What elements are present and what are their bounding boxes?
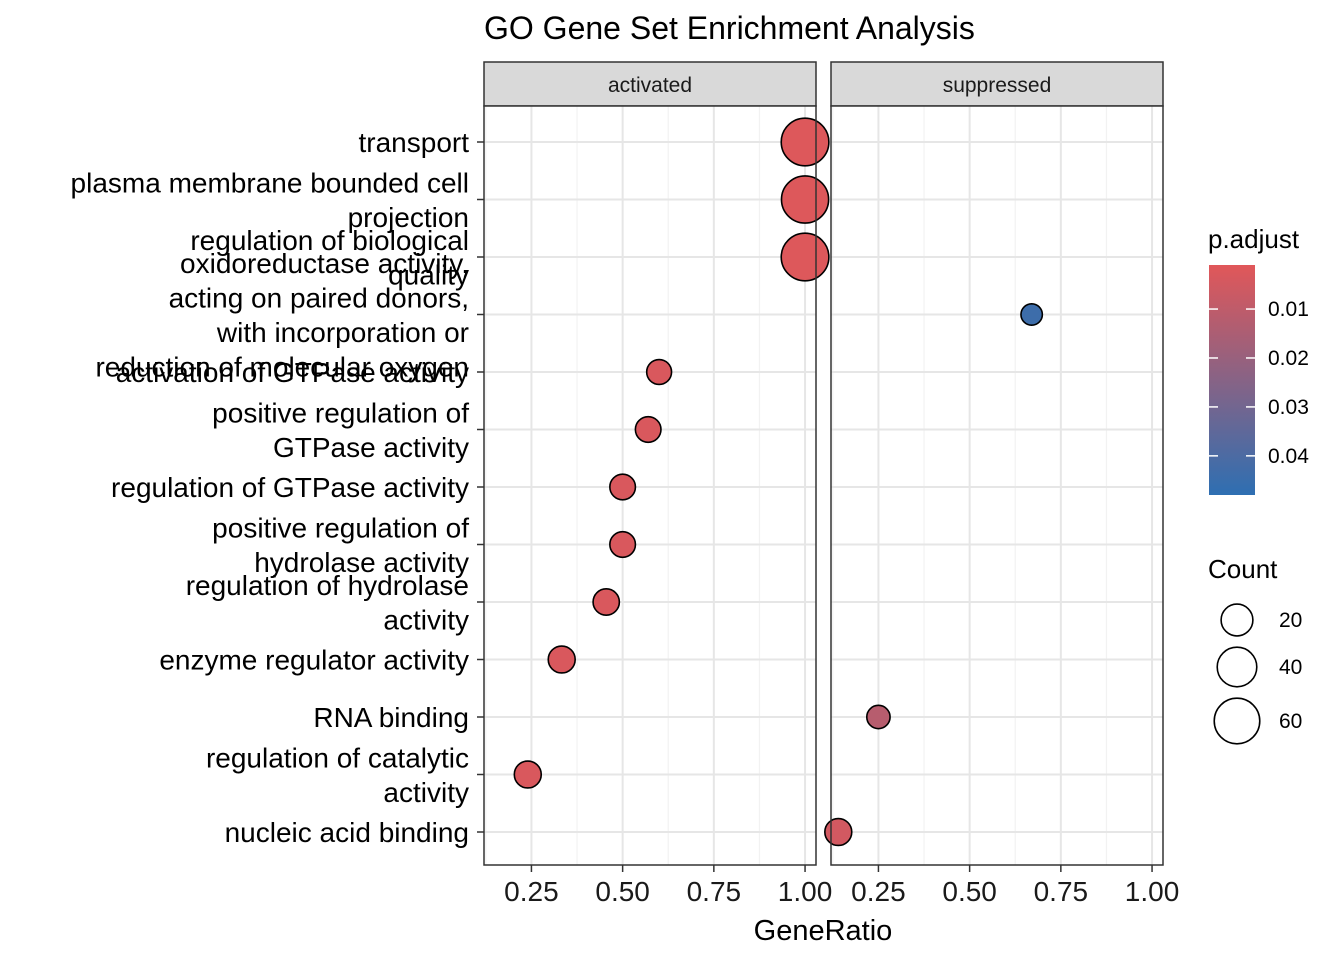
point-activated-regulation-of-catalytic-activity bbox=[513, 760, 543, 789]
count-legend-label: 40 bbox=[1279, 656, 1302, 679]
panel-activated bbox=[483, 105, 830, 866]
panel-background-activated bbox=[484, 106, 816, 865]
x-tick-label: 0.75 bbox=[687, 876, 742, 907]
y-tick-label-line: GTPase activity bbox=[273, 432, 469, 463]
y-tick-label-line: plasma membrane bounded cell bbox=[71, 167, 469, 198]
y-tick-label-line: nucleic acid binding bbox=[225, 817, 469, 848]
y-tick-label-plasma-membrane-bounded-cell-projection: plasma membrane bounded cell projection bbox=[71, 167, 469, 233]
point-activated-enzyme-regulator-activity bbox=[547, 645, 576, 674]
panel-background-suppressed bbox=[831, 106, 1163, 865]
y-tick-label-line: positive regulation of bbox=[212, 397, 469, 428]
x-tick-label: 0.25 bbox=[504, 876, 559, 907]
y-tick-label-line: acting on paired donors, bbox=[169, 282, 469, 313]
count-legend-label: 20 bbox=[1279, 609, 1302, 632]
legend-count: Count 20 40 60 bbox=[1208, 554, 1302, 745]
y-tick-label-line: reduction of molecular oxygen bbox=[95, 351, 469, 382]
panel-border-suppressed bbox=[830, 105, 1164, 866]
y-tick-label-line: activation of GTPase activity bbox=[116, 357, 469, 388]
point-activated-activation-of-gtpase-activity bbox=[645, 358, 673, 386]
y-tick-label-regulation-of-hydrolase-activity: regulation of hydrolase activity bbox=[186, 570, 469, 636]
y-axis: transport plasma membrane bounded cell pro… bbox=[71, 127, 484, 848]
y-tick-label-activation-of-gtpase-activity: activation of GTPase activity bbox=[116, 357, 469, 388]
y-tick-label-line: oxidoreductase activity, bbox=[180, 248, 469, 279]
y-tick-label-regulation-of-biological-quality: regulation of biological quality bbox=[190, 225, 469, 291]
y-tick-label-line: positive regulation of bbox=[212, 512, 469, 543]
y-tick-label-enzyme-regulator-activity: enzyme regulator activity bbox=[159, 645, 469, 676]
x-tick-label: 0.50 bbox=[942, 876, 997, 907]
x-axis-title: GeneRatio bbox=[754, 915, 893, 947]
y-tick-label-line: quality bbox=[388, 259, 469, 290]
y-tick-label-line: RNA binding bbox=[313, 702, 469, 733]
point-activated-transport bbox=[780, 117, 830, 167]
x-tick-label: 0.50 bbox=[595, 876, 650, 907]
y-tick-label-line: activity bbox=[383, 777, 469, 808]
y-tick-label-line: transport bbox=[359, 127, 470, 158]
point-activated-regulation-of-biological-quality bbox=[780, 232, 830, 282]
count-legend-key bbox=[1216, 646, 1258, 688]
facet-strip-activated bbox=[483, 61, 817, 107]
legend-count-title: Count bbox=[1208, 554, 1278, 584]
y-tick-label-line: hydrolase activity bbox=[254, 547, 469, 578]
y-tick-label-transport: transport bbox=[359, 127, 470, 158]
y-tick-label-line: projection bbox=[348, 202, 469, 233]
y-tick-label-line: with incorporation or bbox=[216, 317, 469, 348]
facet-strip-suppressed bbox=[830, 61, 1164, 107]
point-suppressed-oxidoreductase-activity-acting-on-paired-donors-with-incorporation-or-reduction-of-molecular-oxygen bbox=[1020, 302, 1044, 326]
point-suppressed-rna-binding bbox=[865, 704, 891, 730]
y-tick-label-line: enzyme regulator activity bbox=[159, 645, 469, 676]
y-tick-label-rna-binding: RNA binding bbox=[313, 702, 469, 733]
y-tick-label-line: regulation of biological bbox=[190, 225, 469, 256]
point-suppressed-nucleic-acid-binding bbox=[824, 817, 853, 847]
legend-padj: p.adjust 0.01 0.02 0.03 0.04 bbox=[1208, 224, 1309, 495]
x-axis: 0.25 0.50 0.75 1.00 0.25 0.50 0.75 1.00 bbox=[504, 865, 1179, 907]
y-tick-label-line: regulation of GTPase activity bbox=[111, 472, 469, 503]
point-activated-regulation-of-hydrolase-activity bbox=[592, 588, 621, 616]
padj-colorbar bbox=[1209, 265, 1255, 495]
x-tick-label: 1.00 bbox=[778, 876, 833, 907]
point-activated-regulation-of-gtpase-activity bbox=[609, 473, 637, 501]
y-tick-label-positive-regulation-of-gtpase-activity: positive regulation of GTPase activity bbox=[212, 397, 469, 463]
legend-padj-title: p.adjust bbox=[1208, 224, 1300, 254]
x-tick-label: 0.25 bbox=[851, 876, 906, 907]
y-tick-label-oxidoreductase-activity-acting-on-paired-donors-with-incorporation-or-reduction-of-molecular-oxygen: oxidoreductase activity, acting on paired… bbox=[95, 248, 469, 383]
y-tick-label-line: regulation of hydrolase bbox=[186, 570, 469, 601]
y-tick-label-positive-regulation-of-hydrolase-activity: positive regulation of hydrolase activity bbox=[212, 512, 469, 578]
y-tick-label-nucleic-acid-binding: nucleic acid binding bbox=[225, 817, 469, 848]
x-tick-label: 1.00 bbox=[1125, 876, 1180, 907]
point-activated-plasma-membrane-bounded-cell-projection bbox=[780, 175, 830, 224]
y-tick-label-regulation-of-gtpase-activity: regulation of GTPase activity bbox=[111, 472, 469, 503]
facet-label-suppressed: suppressed bbox=[943, 74, 1052, 97]
y-tick-label-line: regulation of catalytic bbox=[206, 742, 469, 773]
point-activated-positive-regulation-of-hydrolase-activity bbox=[609, 530, 637, 559]
point-activated-positive-regulation-of-gtpase-activity bbox=[634, 415, 662, 444]
colorbar-label: 0.03 bbox=[1268, 396, 1309, 419]
count-legend-label: 60 bbox=[1279, 710, 1302, 733]
count-legend-key bbox=[1213, 697, 1261, 745]
facet-label-activated: activated bbox=[608, 74, 692, 97]
colorbar-label: 0.02 bbox=[1268, 347, 1309, 370]
colorbar-label: 0.01 bbox=[1268, 298, 1309, 321]
count-legend-key bbox=[1220, 603, 1254, 637]
panel-border-activated bbox=[483, 105, 817, 866]
y-tick-label-regulation-of-catalytic-activity: regulation of catalytic activity bbox=[206, 742, 469, 808]
y-tick-label-line: activity bbox=[383, 604, 469, 635]
colorbar-label: 0.04 bbox=[1268, 445, 1309, 468]
chart-title: GO Gene Set Enrichment Analysis bbox=[484, 10, 975, 46]
x-tick-label: 0.75 bbox=[1034, 876, 1089, 907]
panel-suppressed bbox=[824, 105, 1164, 866]
